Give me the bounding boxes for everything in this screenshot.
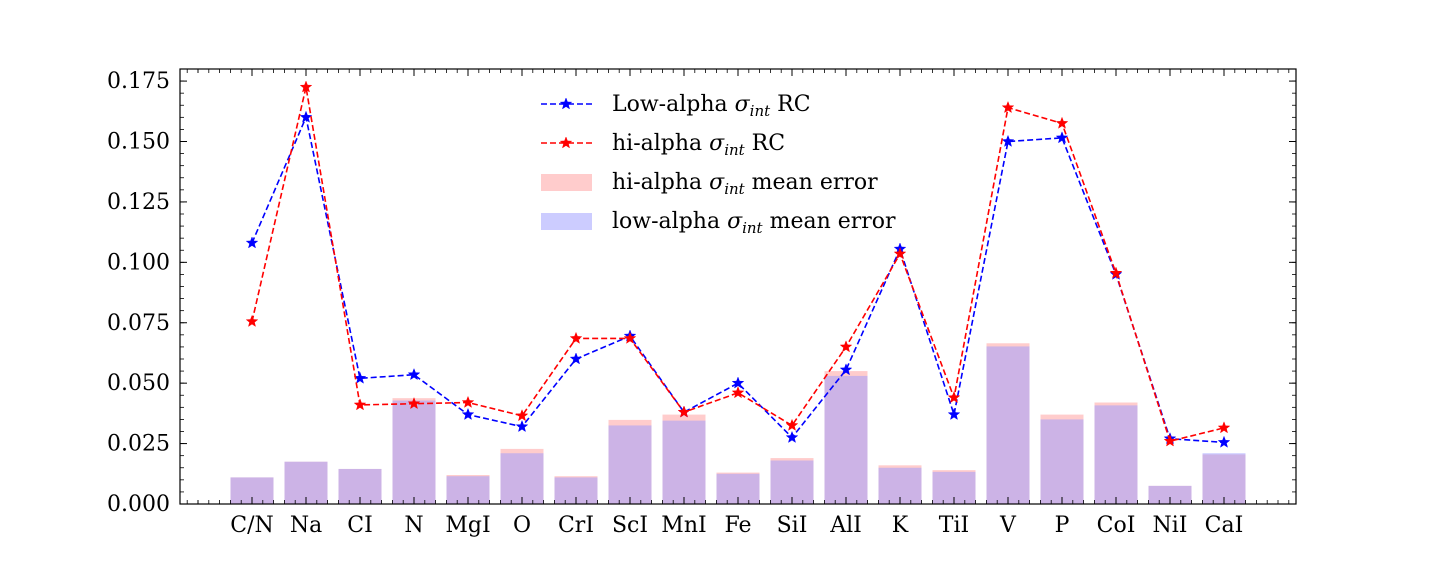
point-low-alpha-cai	[1217, 435, 1231, 448]
point-hi-alpha-cn	[245, 314, 259, 327]
xtick-label: Fe	[724, 513, 751, 538]
point-hi-alpha-o	[515, 409, 529, 422]
point-hi-alpha-cai	[1217, 421, 1231, 434]
point-hi-alpha-ali	[839, 340, 853, 353]
ytick-label: 0.150	[107, 130, 170, 155]
bar-low-alpha-o	[500, 453, 544, 504]
ytick-label: 0.025	[107, 432, 170, 457]
point-low-alpha-o	[515, 419, 529, 433]
bar-low-alpha-cai	[1202, 453, 1246, 504]
point-hi-alpha-k	[893, 247, 907, 260]
point-hi-alpha-cri	[569, 331, 583, 344]
point-low-alpha-mgi	[461, 407, 475, 421]
ytick-label: 0.075	[107, 311, 170, 336]
bar-low-alpha-p	[1040, 419, 1084, 504]
legend-bar-swatch	[541, 174, 592, 191]
xtick-label: N	[404, 513, 423, 538]
point-low-alpha-cri	[569, 352, 583, 365]
point-low-alpha-v	[1001, 134, 1015, 147]
bar-low-alpha-ali	[824, 375, 868, 504]
bars-layer	[230, 343, 1246, 504]
point-hi-alpha-nii	[1163, 434, 1177, 447]
ytick-label: 0.000	[107, 492, 170, 517]
legend-star-marker	[559, 97, 573, 110]
legend-bar-swatch	[541, 213, 592, 230]
legend-label: low-alpha σint mean error	[612, 209, 896, 237]
xtick-label: C/N	[230, 513, 274, 538]
ytick-label: 0.175	[107, 69, 170, 94]
legend-label: Low-alpha σint RC	[612, 92, 811, 120]
bar-low-alpha-sci	[608, 425, 652, 504]
point-low-alpha-sii	[785, 430, 799, 443]
point-low-alpha-fe	[731, 376, 745, 389]
point-hi-alpha-coi	[1109, 266, 1123, 279]
point-hi-alpha-mni	[677, 405, 691, 418]
legend-star-marker	[559, 136, 573, 149]
bar-low-alpha-sii	[770, 460, 814, 504]
point-hi-alpha-ci	[353, 398, 367, 411]
point-low-alpha-ali	[839, 363, 853, 376]
point-hi-alpha-fe	[731, 386, 745, 399]
xtick-label: CaI	[1205, 513, 1244, 538]
bar-low-alpha-coi	[1094, 405, 1138, 504]
point-hi-alpha-tii	[947, 390, 961, 404]
legend-label: hi-alpha σint mean error	[612, 170, 878, 198]
xtick-label: V	[999, 513, 1017, 538]
ytick-label: 0.125	[107, 190, 170, 215]
ytick-label: 0.100	[107, 250, 170, 275]
xtick-label: MnI	[661, 513, 706, 538]
bar-low-alpha-mni	[662, 420, 706, 504]
point-hi-alpha-n	[407, 396, 421, 410]
point-low-alpha-tii	[947, 407, 961, 421]
point-hi-alpha-sci	[623, 331, 637, 344]
xtick-label: MgI	[445, 513, 490, 538]
legend-label: hi-alpha σint RC	[612, 131, 785, 159]
point-low-alpha-n	[407, 367, 421, 381]
legend: Low-alpha σint RC hi-alpha σint RC hi-alph…	[541, 92, 896, 237]
point-low-alpha-cn	[245, 236, 259, 249]
point-low-alpha-p	[1055, 131, 1069, 144]
bar-low-alpha-v	[986, 346, 1030, 504]
point-hi-alpha-mgi	[461, 395, 475, 408]
point-hi-alpha-sii	[785, 418, 799, 431]
xtick-label: ScI	[612, 513, 648, 538]
ticks-layer: 0.000 0.025 0.050 0.075 0.100 0.125 0.150 0.175…	[107, 68, 1296, 538]
ytick-label: 0.050	[107, 371, 170, 396]
point-hi-alpha-v	[1001, 100, 1015, 114]
xtick-label: NiI	[1153, 513, 1188, 538]
point-low-alpha-na	[299, 110, 313, 123]
xtick-label: O	[513, 513, 531, 538]
bar-low-alpha-n	[392, 400, 436, 504]
xtick-label: P	[1055, 513, 1070, 538]
xtick-label: AlI	[829, 513, 862, 538]
bar-low-alpha-nii	[1148, 485, 1192, 504]
bar-low-alpha-na	[284, 461, 328, 504]
point-hi-alpha-na	[299, 80, 313, 93]
xtick-label: CoI	[1097, 513, 1136, 538]
xtick-label: K	[892, 513, 909, 538]
xtick-label: CI	[347, 513, 373, 538]
xtick-label: Na	[290, 513, 322, 538]
point-hi-alpha-p	[1055, 116, 1069, 129]
xtick-label: TiI	[939, 513, 969, 538]
xtick-label: SiI	[777, 513, 808, 538]
lines-layer	[245, 80, 1231, 448]
xtick-label: CrI	[558, 513, 594, 538]
